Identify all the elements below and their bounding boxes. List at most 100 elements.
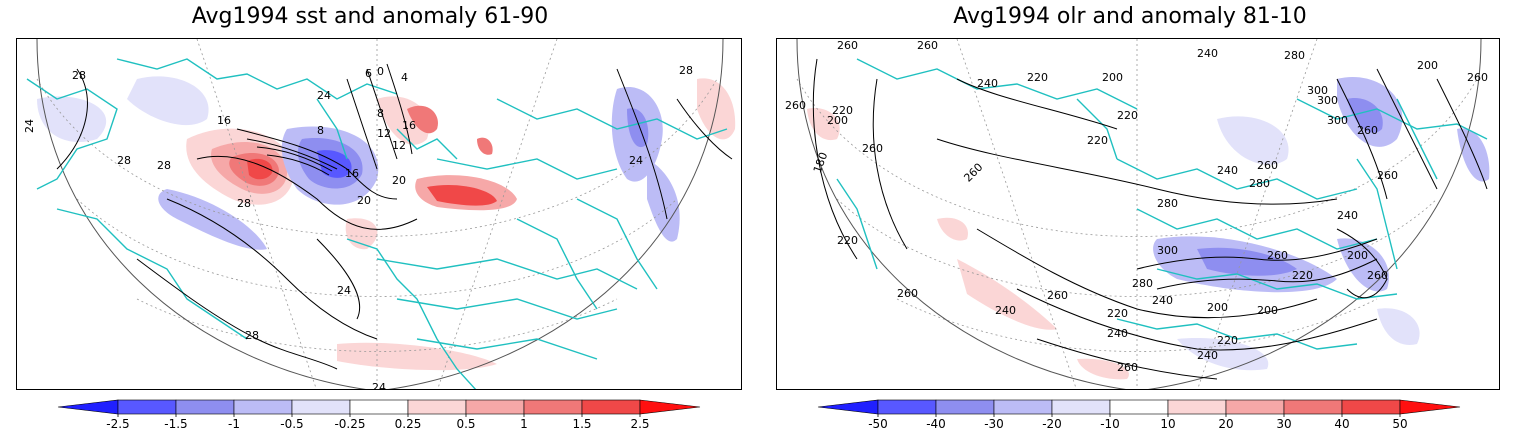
sst-colorbar-swatch <box>523 399 583 415</box>
olr-label: 220 <box>832 104 853 117</box>
olr-label: 260 <box>837 39 858 52</box>
olr-colorbar-swatch <box>1109 399 1169 415</box>
olr-label: 260 <box>862 142 883 155</box>
sst-colorbar-tick-label: -2.5 <box>106 417 129 430</box>
sst-colorbar-swatch <box>291 399 351 415</box>
sst-colorbar-swatch <box>349 399 409 415</box>
olr-colorbar-tick-label: -40 <box>926 417 946 430</box>
olr-colorbar: -50 -40 -30 -20 -10 10 20 30 40 50 <box>817 399 1461 430</box>
sst-colorbar-tick-label: -1 <box>228 417 240 430</box>
olr-colorbar-swatch <box>1341 399 1401 415</box>
olr-label: 260 <box>961 161 985 185</box>
olr-label: 200 <box>1417 59 1438 72</box>
olr-colorbar-swatch <box>935 399 995 415</box>
olr-contours <box>812 58 1488 380</box>
olr-label: 220 <box>1292 269 1313 282</box>
olr-label: 300 <box>1307 84 1328 97</box>
olr-colorbar-tick-label: 40 <box>1334 417 1349 430</box>
olr-label: 260 <box>917 39 938 52</box>
sst-colorbar-tick-label: 1.5 <box>572 417 591 430</box>
olr-label: 260 <box>1467 71 1488 84</box>
olr-label: 240 <box>995 304 1016 317</box>
olr-map: 260 260 240 220 240 200 260 220 200 180 … <box>776 38 1500 390</box>
olr-label: 200 <box>1347 249 1368 262</box>
sst-colorbar-tick-label: -0.5 <box>280 417 303 430</box>
sst-label: 28 <box>117 154 131 167</box>
sst-label: 28 <box>245 329 259 342</box>
olr-colorbar-tick-label: 20 <box>1218 417 1233 430</box>
sst-label: 24 <box>23 119 36 133</box>
olr-colorbar-tick-label: -20 <box>1042 417 1062 430</box>
olr-colorbar-high-arrow <box>1399 399 1461 415</box>
sst-label: 28 <box>157 159 171 172</box>
olr-label: 260 <box>785 99 806 112</box>
sst-colorbar-swatch <box>581 399 641 415</box>
olr-label: 220 <box>1107 307 1128 320</box>
olr-label: 200 <box>1257 304 1278 317</box>
olr-label: 260 <box>1377 169 1398 182</box>
olr-colorbar-tick-label: 10 <box>1160 417 1175 430</box>
olr-label: 300 <box>1157 244 1178 257</box>
olr-label: 180 <box>811 151 830 175</box>
olr-label: 260 <box>1117 361 1138 374</box>
olr-label: 240 <box>1197 349 1218 362</box>
sst-colorbar-tick-label: 2.5 <box>630 417 649 430</box>
sst-map: 28 24 28 24 28 28 28 24 24 20 16 16 12 8… <box>16 38 742 390</box>
sst-label: 24 <box>372 381 386 390</box>
sst-colorbar-tick-label: -0.25 <box>334 417 365 430</box>
sst-label: 28 <box>679 64 693 77</box>
olr-colorbar-tick-label: 30 <box>1276 417 1291 430</box>
sst-colorbar-tick-label: 0.5 <box>456 417 475 430</box>
sst-colorbar-swatch <box>233 399 293 415</box>
sst-label: 28 <box>237 197 251 210</box>
olr-colorbar-swatch <box>1225 399 1285 415</box>
olr-label: 220 <box>1087 134 1108 147</box>
olr-panel-title: Avg1994 olr and anomaly 81-10 <box>953 4 1307 29</box>
olr-label: 200 <box>827 114 848 127</box>
olr-colorbar-swatch <box>993 399 1053 415</box>
olr-label: 240 <box>1152 294 1173 307</box>
olr-label: 260 <box>1257 159 1278 172</box>
olr-colorbar-tick-label: 50 <box>1392 417 1407 430</box>
sst-label: 24 <box>629 154 643 167</box>
olr-label: 280 <box>1284 49 1305 62</box>
olr-label: 240 <box>1217 164 1238 177</box>
olr-label: 220 <box>837 234 858 247</box>
sst-graticule <box>36 39 718 389</box>
olr-panel: Avg1994 olr and anomaly 81-10 <box>760 0 1500 430</box>
sst-colorbar-swatch <box>407 399 467 415</box>
olr-label: 200 <box>1102 71 1123 84</box>
sst-anomaly-shading <box>37 76 736 371</box>
olr-colorbar-swatch <box>1167 399 1227 415</box>
sst-colorbar-swatch <box>117 399 177 415</box>
olr-label: 260 <box>897 287 918 300</box>
olr-label: 300 <box>1327 114 1348 127</box>
sst-colorbar-swatch <box>465 399 525 415</box>
olr-label: 220 <box>1027 71 1048 84</box>
olr-label: 240 <box>977 77 998 90</box>
olr-colorbar-swatch <box>1283 399 1343 415</box>
sst-panel: Avg1994 sst and anomaly 61-90 <box>0 0 742 430</box>
sst-label: 16 <box>217 114 231 127</box>
sst-label: 4 <box>401 71 408 84</box>
olr-graticule <box>796 39 1478 389</box>
olr-label: 280 <box>1132 277 1153 290</box>
olr-label: 260 <box>1267 249 1288 262</box>
olr-label: 280 <box>1157 197 1178 210</box>
sst-colorbar-swatch <box>175 399 235 415</box>
olr-contour-labels: 260 260 240 220 240 200 260 220 200 180 … <box>785 39 1488 374</box>
sst-colorbar-tick-label: -1.5 <box>164 417 187 430</box>
sst-colorbar: -2.5 -1.5 -1 -0.5 -0.25 0.25 0.5 1 1.5 2.5 <box>57 399 701 430</box>
sst-label: 20 <box>357 194 371 207</box>
sst-label: 16 <box>345 167 359 180</box>
sst-label: 16 <box>402 119 416 132</box>
sst-label: 12 <box>377 127 391 140</box>
olr-anomaly-shading <box>807 77 1490 380</box>
sst-map-canvas: 28 24 28 24 28 28 28 24 24 20 16 16 12 8… <box>23 39 736 390</box>
sst-label: 12 <box>392 139 406 152</box>
olr-label: 220 <box>1117 109 1138 122</box>
olr-label: 260 <box>1357 124 1378 137</box>
sst-label: 6 <box>365 67 372 80</box>
sst-contours <box>56 63 733 370</box>
olr-map-canvas: 260 260 240 220 240 200 260 220 200 180 … <box>785 39 1490 389</box>
